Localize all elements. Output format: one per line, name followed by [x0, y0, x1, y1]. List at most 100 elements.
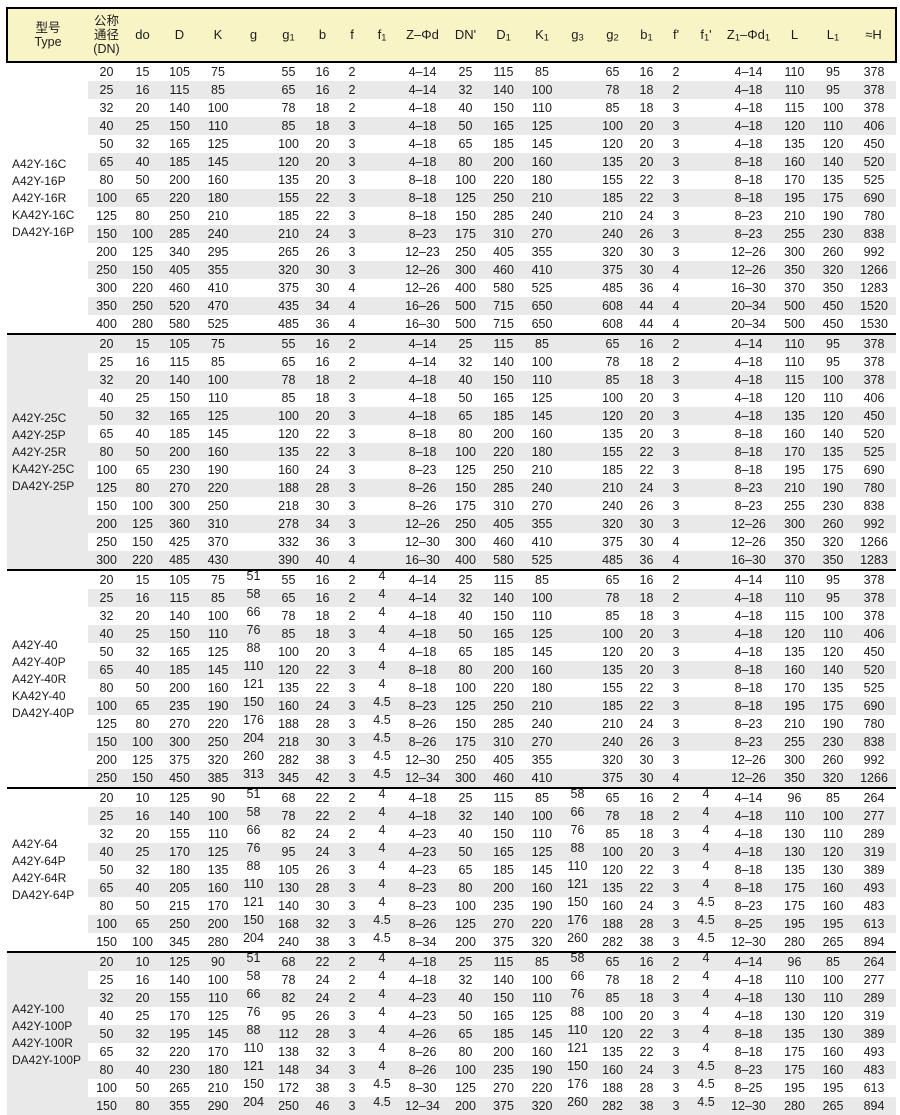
cell-f1: 4	[378, 677, 386, 691]
cell-z1fd1: 4–18	[722, 371, 775, 389]
cell-dn2: 175	[447, 733, 484, 751]
cell-b1: 20	[631, 153, 662, 171]
cell-f1p	[690, 443, 722, 461]
cell-b: 22	[315, 427, 330, 441]
cell-L1: 175	[814, 697, 852, 715]
cell-K: 100	[199, 371, 237, 389]
cell-g2: 210	[594, 479, 631, 497]
cell-b: 38	[315, 1081, 330, 1095]
cell-g3	[561, 569, 594, 589]
cell-K1: 145	[531, 645, 553, 659]
cell-b: 16	[307, 589, 338, 607]
cell-b1: 16	[631, 951, 662, 971]
cell-g: 204	[237, 1095, 270, 1115]
cell-f1p	[690, 371, 722, 389]
cell-H: 613	[852, 915, 896, 933]
cell-fp: 3	[662, 843, 690, 861]
cell-fp: 3	[662, 1097, 690, 1115]
cell-g3	[561, 769, 594, 788]
cell-do: 65	[125, 189, 160, 207]
cell-f1p	[690, 551, 722, 570]
cell-g2: 85	[605, 101, 620, 115]
cell-dn2: 200	[455, 935, 476, 949]
cell-f: 3	[338, 1025, 366, 1043]
cell-b1: 16	[631, 61, 662, 81]
cell-K1: 145	[531, 863, 553, 877]
cell-L: 500	[775, 297, 814, 315]
cell-L: 170	[775, 443, 814, 461]
cell-K: 190	[199, 697, 237, 715]
cell-f: 3	[348, 391, 356, 405]
cell-H: 378	[852, 61, 896, 81]
cell-zfd: 8–26	[398, 479, 447, 497]
cell-z1fd1: 20–34	[722, 297, 775, 315]
cell-f: 3	[348, 173, 356, 187]
cell-D1: 200	[484, 661, 523, 679]
cell-zfd: 12–30	[405, 535, 440, 549]
cell-dn: 250	[96, 535, 117, 549]
cell-do: 20	[125, 371, 160, 389]
cell-K: 180	[199, 189, 237, 207]
cell-zfd: 12–30	[405, 753, 440, 767]
cell-L: 120	[775, 117, 814, 135]
cell-g1: 65	[270, 81, 307, 99]
column-header-K1: K1	[523, 7, 561, 63]
cell-H: 1520	[852, 297, 896, 315]
cell-dn: 250	[88, 769, 125, 788]
cell-f1p: 4.5	[697, 931, 715, 945]
cell-b1: 20	[631, 843, 662, 861]
cell-g: 176	[243, 713, 264, 727]
cell-g: 58	[246, 969, 261, 983]
cell-f1	[366, 117, 398, 135]
cell-zfd: 4–14	[408, 355, 437, 369]
cell-D: 220	[160, 189, 199, 207]
cell-g3	[561, 715, 594, 733]
cell-f: 2	[348, 355, 356, 369]
cell-L1: 100	[822, 101, 844, 115]
cell-f1p	[690, 225, 722, 243]
cell-do: 32	[135, 863, 150, 877]
column-header-z1fd1: Z1–Φd1	[722, 7, 775, 63]
cell-f: 3	[348, 863, 356, 877]
cell-K1: 100	[523, 81, 561, 99]
cell-g	[237, 171, 270, 189]
cell-z1fd1: 16–30	[731, 281, 766, 295]
cell-dn: 25	[88, 589, 125, 607]
cell-zfd: 4–18	[398, 371, 447, 389]
cell-f1	[366, 551, 398, 570]
cell-g1: 120	[270, 661, 307, 679]
cell-K: 125	[199, 407, 237, 425]
cell-zfd: 8–30	[408, 1081, 437, 1095]
cell-b: 22	[315, 681, 330, 695]
column-header-dn2: DN'	[447, 7, 484, 63]
cell-D: 250	[160, 915, 199, 933]
cell-f1	[366, 279, 398, 297]
cell-D1: 220	[484, 443, 523, 461]
cell-f1	[366, 243, 398, 261]
cell-dn: 40	[88, 625, 125, 643]
table-row: 65 40 205 160 110 130 28 3 4 8–23 80 200 160 121 135 22…	[7, 877, 896, 897]
cell-g2: 100	[594, 625, 631, 643]
cell-L: 120	[775, 625, 814, 643]
cell-f1p	[690, 99, 722, 117]
cell-f1: 4.5	[373, 1077, 391, 1091]
cell-K: 100	[199, 807, 237, 825]
cell-D1: 310	[484, 733, 523, 751]
cell-D: 180	[169, 863, 190, 877]
cell-g2: 485	[602, 281, 623, 295]
cell-L: 210	[784, 209, 805, 223]
cell-D1: 460	[484, 769, 523, 788]
cell-b1: 18	[631, 371, 662, 389]
cell-f: 3	[348, 137, 356, 151]
cell-b1: 20	[631, 407, 662, 425]
cell-g	[237, 479, 270, 497]
cell-H: 1530	[860, 317, 888, 331]
cell-dn: 50	[99, 645, 114, 659]
cell-L1: 120	[822, 137, 844, 151]
cell-H: 378	[863, 355, 885, 369]
cell-fp: 3	[672, 899, 680, 913]
cell-g2: 100	[594, 843, 631, 861]
cell-f1p: 4	[690, 805, 722, 825]
cell-dn2: 400	[447, 551, 484, 570]
cell-g	[237, 297, 270, 315]
